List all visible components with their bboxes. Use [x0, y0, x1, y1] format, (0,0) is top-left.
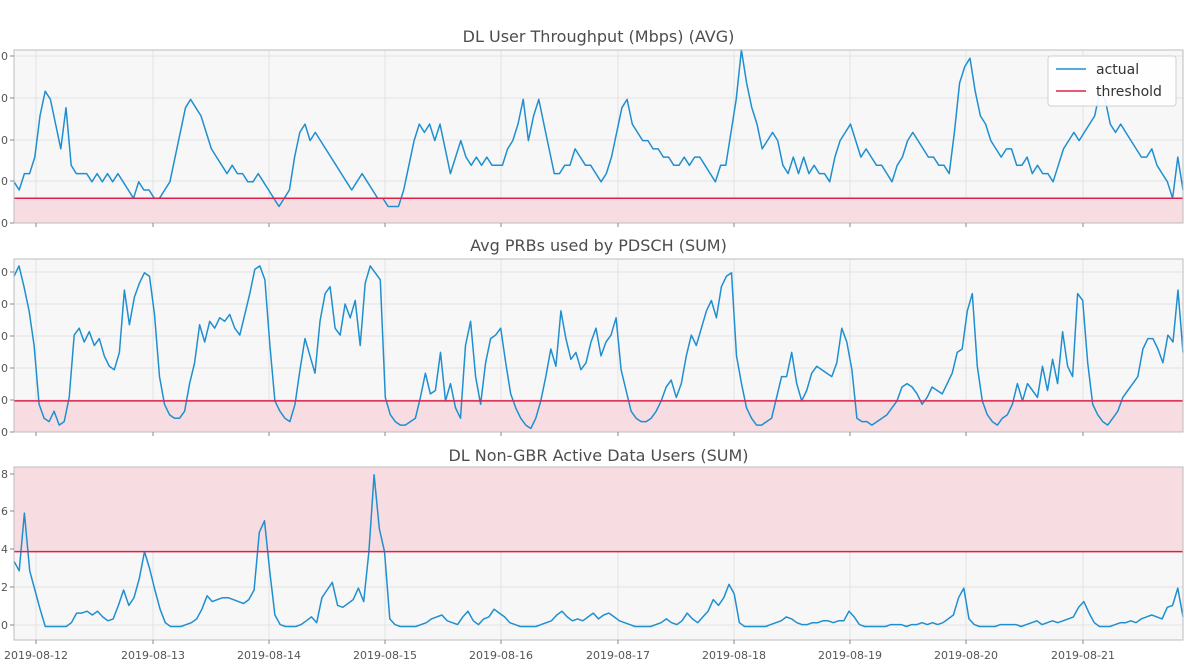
panel-title: DL User Throughput (Mbps) (AVG) [463, 27, 735, 46]
x-tick-label: 2019-08-19 [818, 649, 882, 662]
panel-title: DL Non-GBR Active Data Users (SUM) [448, 446, 748, 465]
y-tick-label: 0 [1, 330, 8, 343]
panel-2: 0 0 0 0 0 0 Avg PRBs used by PDSCH (SUM) [1, 236, 1184, 439]
x-tick-label: 2019-08-16 [469, 649, 533, 662]
x-tick-label: 2019-08-15 [353, 649, 417, 662]
panel-title: Avg PRBs used by PDSCH (SUM) [470, 236, 727, 255]
panel-3: 0 2 4 6 8 2019-08-12 2019-08-13 2019-08-14 2019-… [1, 446, 1184, 662]
x-tick-label: 2019-08-17 [586, 649, 650, 662]
y-tick-label: 0 [1, 50, 8, 63]
y-tick-label: 0 [1, 362, 8, 375]
plot-frame [13, 258, 1184, 433]
x-tick-label: 2019-08-18 [702, 649, 766, 662]
series-actual-line [13, 265, 1184, 430]
y-tick-label: 8 [1, 468, 8, 481]
legend-label-actual: actual [1096, 62, 1139, 78]
threshold-band [14, 198, 1183, 223]
y-tick-label: 6 [1, 505, 8, 518]
y-tick-label: 0 [1, 134, 8, 147]
y-tick-label: 0 [1, 175, 8, 188]
legend: actual threshold [1047, 55, 1177, 107]
x-tick-label: 2019-08-14 [237, 649, 301, 662]
series-actual-line [13, 49, 1184, 208]
plot-background [14, 50, 1183, 223]
threshold-band [14, 467, 1183, 552]
y-tick-label: 2 [1, 581, 8, 594]
y-tick-label: 0 [1, 92, 8, 105]
y-tick-label: 0 [1, 298, 8, 311]
x-tick-label: 2019-08-13 [121, 649, 185, 662]
y-tick-label: 0 [1, 266, 8, 279]
y-tick-label: 0 [1, 426, 8, 439]
y-tick-label: 4 [1, 543, 8, 556]
panel-1: 0 0 0 0 0 DL User Throughput (Mbps) (AVG) [1, 27, 1184, 230]
x-tick-label: 2019-08-20 [934, 649, 998, 662]
legend-label-threshold: threshold [1096, 84, 1162, 100]
series-actual-line [13, 473, 1184, 628]
threshold-band [14, 400, 1183, 432]
plot-frame [13, 49, 1184, 224]
y-tick-label: 0 [1, 394, 8, 407]
y-tick-label: 0 [1, 217, 8, 230]
x-tick-label: 2019-08-21 [1051, 649, 1115, 662]
x-tick-label: 2019-08-12 [4, 649, 68, 662]
y-tick-label: 0 [1, 619, 8, 632]
plot-frame [13, 466, 1184, 641]
